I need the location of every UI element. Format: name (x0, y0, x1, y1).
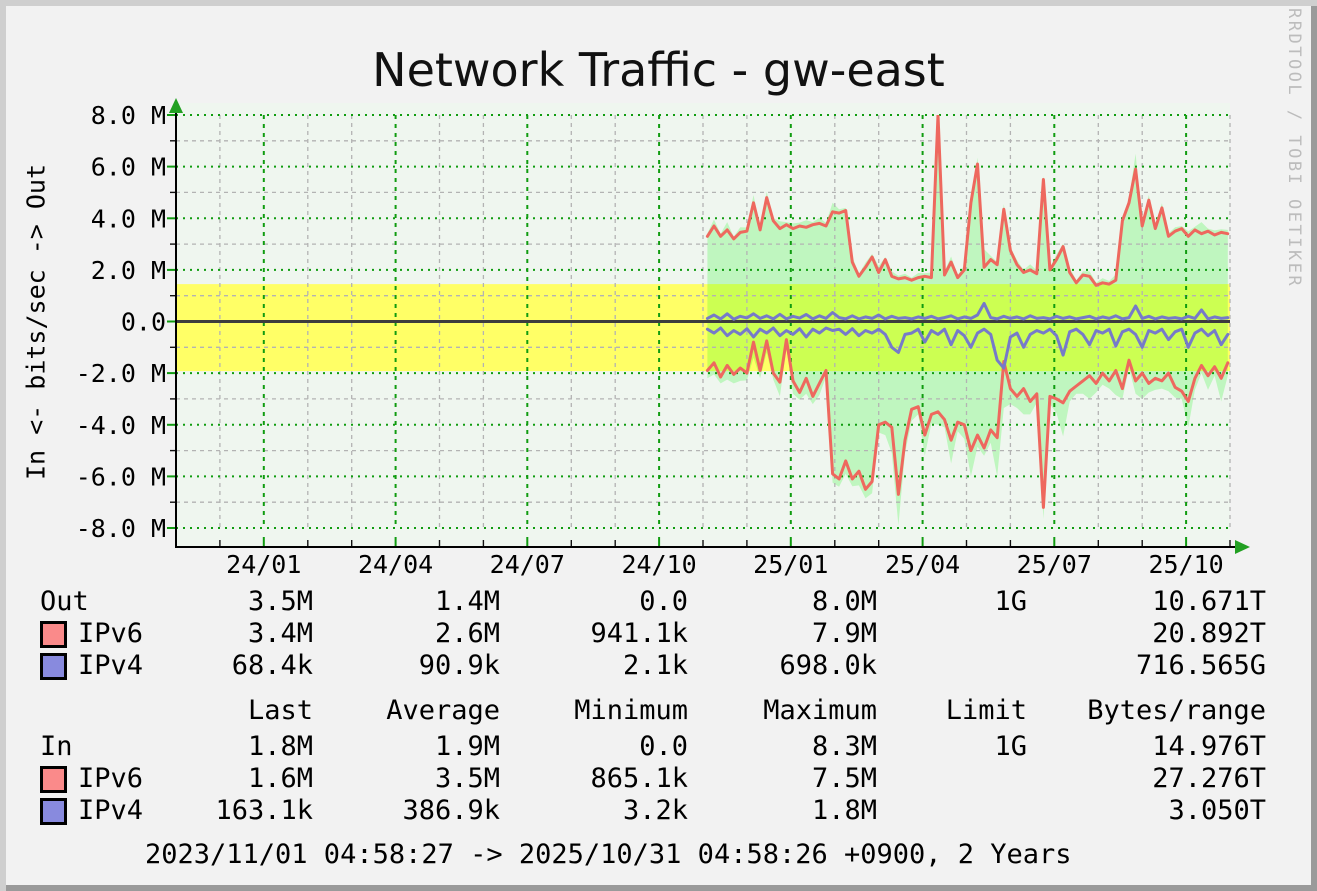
legend-cell: 90.9k (418, 650, 500, 681)
legend-cell: 14.976T (1152, 731, 1266, 762)
rrdtool-watermark: RRDTOOL / TOBI OETIKER (1284, 8, 1304, 289)
legend-cell: 27.276T (1152, 763, 1266, 794)
svg-text:24/07: 24/07 (490, 550, 565, 579)
legend-cell: 3.050T (1168, 795, 1266, 826)
legend-cell: 1.8M (247, 731, 313, 762)
svg-text:2.0 M: 2.0 M (91, 256, 166, 285)
svg-text:24/01: 24/01 (226, 550, 301, 579)
legend-series-name: IPv6 (78, 618, 144, 649)
legend-cell: 1.6M (247, 763, 313, 794)
traffic-chart: 8.0 M 6.0 M 4.0 M 2.0 M 0.0 -2.0 M -4.0 M -6.0 … (76, 98, 1250, 579)
legend-cell: 10.671T (1152, 586, 1266, 617)
legend-cell: 0.0 (639, 731, 688, 762)
legend-cell: 20.892T (1152, 618, 1266, 649)
legend-cell: 2.1k (622, 650, 688, 681)
ipv4-swatch-icon (40, 652, 67, 680)
legend-row-out-ipv4: IPv4 68.4k 90.9k 2.1k 698.0k 716.565G (40, 650, 1266, 682)
legend-header-spacer (40, 695, 180, 727)
legend-cell: 8.3M (811, 731, 877, 762)
legend-header-cell: Bytes/range (1087, 695, 1266, 726)
svg-text:8.0 M: 8.0 M (91, 101, 166, 130)
legend-row-in-total: In 1.8M 1.9M 0.0 8.3M 1G 14.976T (40, 731, 1266, 763)
legend-cell: 163.1k (215, 795, 313, 826)
legend-header-cell: Last (247, 695, 313, 726)
legend-header-cell: Limit (945, 695, 1027, 726)
legend-cell (877, 650, 1027, 682)
svg-text:25/07: 25/07 (1017, 550, 1092, 579)
legend-cell: 3.5M (247, 586, 313, 617)
legend-cell (877, 763, 1027, 795)
legend-cell: 386.9k (402, 795, 500, 826)
legend-cell: 698.0k (779, 650, 877, 681)
legend-cell: 941.1k (590, 618, 688, 649)
svg-text:0.0: 0.0 (121, 308, 166, 337)
legend-cell: 7.5M (811, 763, 877, 794)
legend-series-name: IPv4 (78, 795, 144, 826)
legend-header-cell: Average (386, 695, 500, 726)
svg-text:-2.0 M: -2.0 M (76, 359, 166, 388)
legend-cell: 3.2k (622, 795, 688, 826)
svg-text:6.0 M: 6.0 M (91, 153, 166, 182)
y-axis-label: In <- bits/sec -> Out (21, 163, 51, 481)
ipv4-swatch-icon (40, 797, 67, 825)
legend-cell: 8.0M (811, 586, 877, 617)
svg-text:-8.0 M: -8.0 M (76, 514, 166, 543)
legend-cell: 1G (994, 731, 1027, 762)
legend-cell: 2.6M (434, 618, 500, 649)
legend-cell: 1.9M (434, 731, 500, 762)
page-title: Network Traffic - gw-east (372, 43, 945, 97)
time-range-label: 2023/11/01 04:58:27 -> 2025/10/31 04:58:… (145, 839, 1072, 870)
legend-series-name: IPv6 (78, 763, 144, 794)
svg-text:4.0 M: 4.0 M (91, 204, 166, 233)
legend-cell: 3.5M (434, 763, 500, 794)
legend-header-row: Last Average Minimum Maximum Limit Bytes… (40, 695, 1266, 727)
legend-cell: 1.8M (811, 795, 877, 826)
legend-cell: 716.565G (1135, 650, 1266, 681)
legend-series-name: IPv4 (78, 650, 144, 681)
legend-row-in-ipv6: IPv6 1.6M 3.5M 865.1k 7.5M 27.276T (40, 763, 1266, 795)
legend-cell: 68.4k (231, 650, 313, 681)
legend-header-cell: Minimum (574, 695, 688, 726)
ipv6-swatch-icon (40, 765, 67, 793)
legend-header-cell: Maximum (763, 695, 877, 726)
legend-cell: 1.4M (434, 586, 500, 617)
legend-label: IPv4 (40, 795, 180, 827)
legend-row-out-ipv6: IPv6 3.4M 2.6M 941.1k 7.9M 20.892T (40, 618, 1266, 650)
legend-label: IPv6 (40, 763, 180, 795)
svg-text:25/04: 25/04 (885, 550, 960, 579)
legend-label: IPv4 (40, 650, 180, 682)
legend-cell: 865.1k (590, 763, 688, 794)
legend-cell: 3.4M (247, 618, 313, 649)
legend-cell (877, 618, 1027, 650)
legend-label: IPv6 (40, 618, 180, 650)
legend-cell: 1G (994, 586, 1027, 617)
legend-cell: 7.9M (811, 618, 877, 649)
svg-text:24/10: 24/10 (621, 550, 696, 579)
svg-text:25/01: 25/01 (753, 550, 828, 579)
svg-text:-4.0 M: -4.0 M (76, 411, 166, 440)
legend-row-in-ipv4: IPv4 163.1k 386.9k 3.2k 1.8M 3.050T (40, 795, 1266, 827)
legend-table: Out 3.5M 1.4M 0.0 8.0M 1G 10.671T IPv6 3… (40, 586, 1266, 871)
svg-text:-6.0 M: -6.0 M (76, 462, 166, 491)
svg-text:25/10: 25/10 (1148, 550, 1223, 579)
legend-label: Out (40, 586, 89, 617)
legend-label: In (40, 731, 73, 762)
svg-text:24/04: 24/04 (358, 550, 433, 579)
legend-cell (877, 795, 1027, 827)
legend-row-out-total: Out 3.5M 1.4M 0.0 8.0M 1G 10.671T (40, 586, 1266, 618)
ipv6-swatch-icon (40, 620, 67, 648)
legend-cell: 0.0 (639, 586, 688, 617)
